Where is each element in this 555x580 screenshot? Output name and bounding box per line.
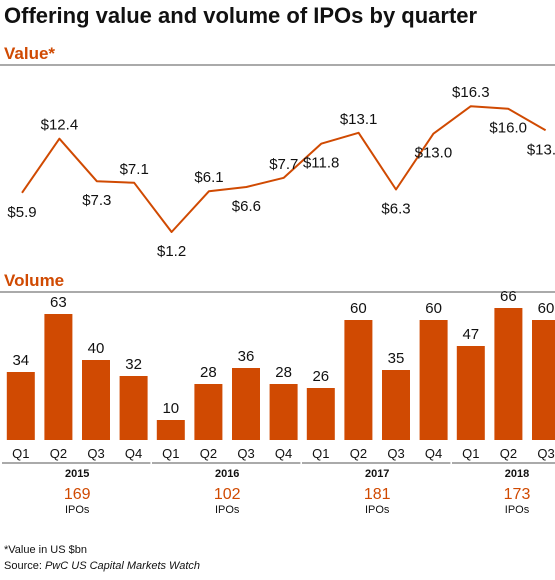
volume-bar [344, 320, 373, 440]
value-data-label: $7.1 [120, 161, 149, 178]
year-total-unit: IPOs [365, 504, 390, 516]
year-total-unit: IPOs [505, 504, 530, 516]
value-line-chart: $5.9 $12.4 $7.3 $7.1 $1.2 $6.1 $6.6 $7.7 $11.8 $1… [7, 84, 555, 260]
source-label: Source: [4, 560, 45, 572]
year-total: 102 [214, 486, 241, 503]
volume-bar [194, 384, 223, 440]
value-data-label: $5.9 [7, 204, 36, 221]
value-data-label: $13.4 [527, 141, 555, 158]
quarter-label: Q2 [500, 446, 517, 461]
year-label: 2017 [365, 468, 389, 480]
volume-bar [532, 320, 555, 440]
value-data-label: $6.6 [232, 198, 261, 215]
quarter-label: Q3 [537, 446, 554, 461]
volume-bar [494, 308, 523, 440]
value-data-label: $13.1 [340, 111, 378, 128]
volume-bar [456, 346, 485, 440]
value-data-label: $12.4 [41, 117, 79, 134]
quarter-label: Q1 [312, 446, 329, 461]
quarter-label: Q2 [350, 446, 367, 461]
volume-bar [306, 388, 335, 440]
quarter-label: Q3 [87, 446, 104, 461]
volume-bar [269, 384, 298, 440]
quarter-label: Q4 [125, 446, 142, 461]
value-data-label: $16.0 [489, 120, 527, 137]
quarter-label: Q1 [12, 446, 29, 461]
year-total-unit: IPOs [215, 504, 240, 516]
quarter-label: Q3 [237, 446, 254, 461]
quarter-label: Q3 [387, 446, 404, 461]
value-data-label: $1.2 [157, 243, 186, 260]
value-data-label: $7.3 [82, 192, 111, 209]
volume-bar-label: 63 [50, 294, 67, 311]
volume-bar [44, 314, 73, 440]
year-label: 2015 [65, 468, 89, 480]
value-data-label: $6.1 [194, 169, 223, 186]
value-data-label: $6.3 [381, 201, 410, 218]
volume-bar-label: 32 [125, 356, 142, 373]
volume-bar [382, 370, 410, 440]
volume-bar-label: 40 [88, 340, 105, 357]
year-total: 181 [364, 486, 391, 503]
quarter-label: Q4 [275, 446, 292, 461]
volume-bar [156, 420, 185, 440]
volume-bar-label: 10 [162, 400, 179, 417]
quarter-label: Q1 [462, 446, 479, 461]
volume-bar-label: 47 [462, 326, 479, 343]
chart-title: Offering value and volume of IPOs by qua… [4, 3, 478, 28]
volume-bar [82, 360, 110, 440]
volume-bar-chart: 34Q163Q240Q332Q42015169IPOs10Q128Q236Q32… [2, 288, 555, 516]
value-data-label: $13.0 [415, 145, 453, 162]
volume-bar [6, 372, 35, 440]
volume-section-title: Volume [4, 271, 64, 290]
quarter-label: Q2 [200, 446, 217, 461]
volume-bar-label: 60 [350, 300, 367, 317]
volume-bar-label: 60 [538, 300, 555, 317]
volume-bar-label: 66 [500, 288, 517, 305]
value-data-label: $16.3 [452, 84, 490, 101]
quarter-label: Q1 [162, 446, 179, 461]
volume-bar-label: 26 [312, 368, 329, 385]
volume-bar [419, 320, 448, 440]
year-total: 173 [504, 486, 531, 503]
value-data-label: $11.8 [303, 155, 339, 172]
footnote-source: Source: PwC US Capital Markets Watch [4, 560, 200, 572]
volume-bar-label: 28 [275, 364, 292, 381]
quarter-label: Q4 [425, 446, 442, 461]
year-label: 2018 [505, 468, 529, 480]
footnote-value-unit: *Value in US $bn [4, 544, 87, 556]
volume-bar-label: 35 [388, 350, 405, 367]
quarter-label: Q2 [50, 446, 67, 461]
volume-bar [232, 368, 260, 440]
volume-bar-label: 60 [425, 300, 442, 317]
year-label: 2016 [215, 468, 239, 480]
value-section-title: Value* [4, 44, 55, 63]
value-series-line [21, 105, 547, 233]
volume-bar-label: 28 [200, 364, 217, 381]
volume-bar [119, 376, 148, 440]
value-data-label: $7.7 [269, 156, 298, 173]
source-name: PwC US Capital Markets Watch [45, 560, 200, 572]
volume-bar-label: 34 [12, 352, 29, 369]
year-total: 169 [64, 486, 91, 503]
year-total-unit: IPOs [65, 504, 90, 516]
volume-bar-label: 36 [238, 348, 255, 365]
